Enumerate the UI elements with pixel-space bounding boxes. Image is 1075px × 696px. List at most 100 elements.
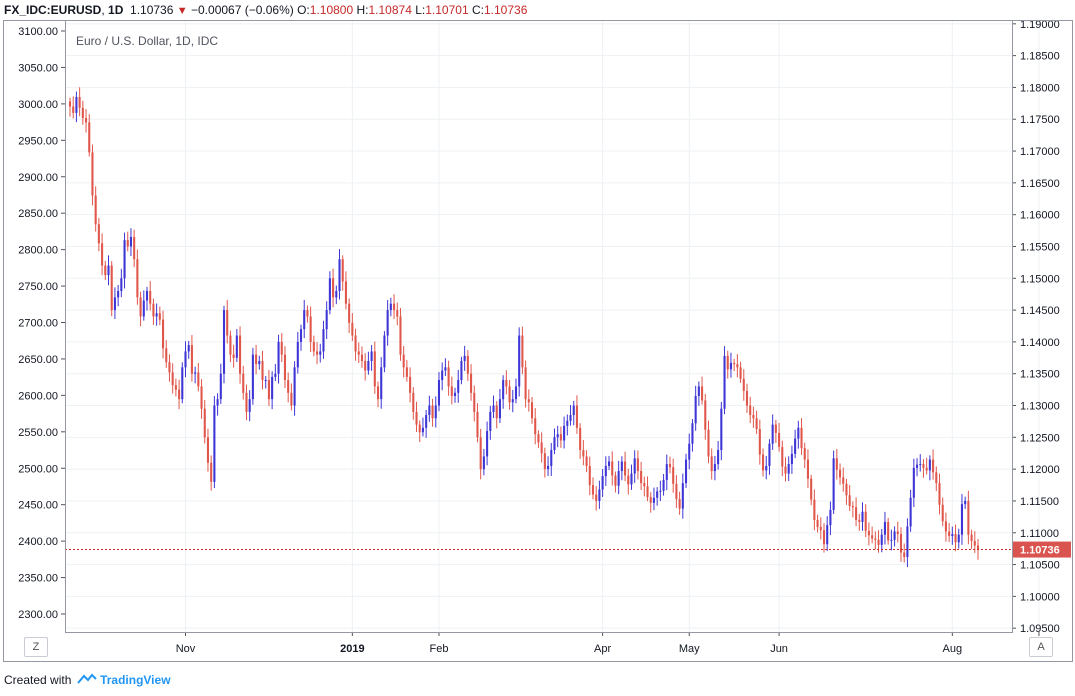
candle-body [434, 405, 437, 419]
tick-label: 1.15500 [1020, 241, 1060, 253]
candle-body [511, 399, 514, 403]
candle-body [248, 399, 251, 412]
candle-body [813, 499, 816, 521]
candle-body [139, 297, 142, 317]
candle-body [694, 395, 697, 424]
candle-body [855, 507, 858, 521]
tradingview-brand[interactable]: TradingView [100, 673, 171, 687]
candle-body [652, 497, 655, 503]
candle-body [899, 534, 903, 553]
candle-body [797, 427, 800, 439]
candle-body [919, 464, 922, 466]
candle-body [389, 303, 392, 311]
zoom-left-button[interactable]: Z [24, 637, 48, 657]
change-value: −0.00067 (−0.06%) [191, 3, 294, 17]
candle-body [858, 520, 861, 522]
candle-body [277, 341, 280, 374]
candle-body [681, 483, 684, 509]
candle-body [457, 380, 460, 393]
candle-body [951, 534, 954, 536]
candle-body [588, 465, 591, 486]
candle-body [357, 351, 360, 355]
tick-label: 2550.00 [18, 427, 58, 439]
candle-body [498, 399, 501, 419]
tick-label: 1.18500 [1020, 51, 1060, 63]
interval[interactable]: 1D [108, 3, 124, 17]
candle-body [418, 424, 421, 433]
open-label: O: [297, 3, 310, 17]
symbol-name[interactable]: FX_IDC:EURUSD [4, 3, 102, 17]
tick-label: 1.11000 [1020, 528, 1059, 540]
candle-body [283, 354, 287, 381]
candle-body [293, 367, 296, 406]
candle-body [970, 534, 973, 542]
candle-body [242, 373, 245, 393]
low-value: 1.10701 [425, 3, 469, 17]
candle-body [643, 483, 646, 487]
candle-body [534, 418, 537, 435]
candle-body [806, 459, 809, 479]
auto-scale-button[interactable]: A [1029, 637, 1053, 657]
candle-body [319, 351, 322, 355]
candle-body [267, 380, 270, 400]
candle-body [226, 310, 229, 336]
candle-body [412, 392, 415, 412]
tradingview-logo-icon [76, 673, 97, 684]
candle-body [765, 465, 768, 471]
candle-body [129, 236, 133, 247]
candle-body [328, 278, 331, 311]
candle-body [922, 464, 925, 468]
candle-body [752, 415, 755, 419]
candle-body [264, 380, 267, 382]
candle-body [739, 367, 742, 379]
candle-body [607, 461, 611, 466]
candle-body [473, 392, 476, 412]
candle-body [470, 373, 473, 393]
candle-body [296, 341, 299, 368]
candle-body [171, 372, 174, 386]
candle-body [219, 373, 222, 400]
candle-body [463, 355, 466, 361]
candle-body [591, 485, 595, 495]
candle-body [306, 310, 309, 317]
candle-body [402, 354, 405, 368]
candle-body [360, 354, 364, 361]
right-axis: 1.09500 1.10000 1.10500 1.11000 1.11500 1.120… [1012, 19, 1060, 635]
candle-body [556, 434, 559, 438]
candle-body [745, 390, 749, 406]
tick-label: 1.09500 [1020, 623, 1060, 635]
candle-body [845, 483, 848, 496]
candle-body [550, 450, 553, 466]
candle-body [409, 376, 412, 393]
candle-body [107, 265, 110, 276]
candle-body [864, 511, 867, 531]
candle-body [906, 526, 909, 557]
candle-body [200, 386, 203, 409]
candle-body [790, 453, 793, 465]
candle-body [428, 405, 431, 416]
tick-label: 2750.00 [18, 281, 58, 293]
candle-body [909, 497, 912, 527]
candle-body [691, 423, 694, 444]
candle-body [675, 483, 678, 500]
candle-body [659, 490, 662, 492]
candle-body [393, 303, 396, 311]
candle-body [367, 360, 370, 371]
tick-label: May [679, 643, 700, 655]
tick-label: 3100.00 [18, 26, 58, 38]
candle-body [444, 367, 447, 371]
candle-body [893, 531, 896, 540]
candle-body [935, 472, 938, 484]
candle-body [482, 456, 485, 470]
candle-body [710, 456, 713, 472]
candle-body [309, 316, 312, 342]
chart-frame: Euro / U.S. Dollar, 1D, IDC [3, 20, 1073, 662]
candle-body [206, 437, 210, 463]
candle-body [72, 106, 75, 113]
candle-body [842, 477, 845, 484]
candle-body [563, 425, 566, 441]
candle-body [344, 281, 347, 304]
last-price-tag [1013, 541, 1071, 558]
